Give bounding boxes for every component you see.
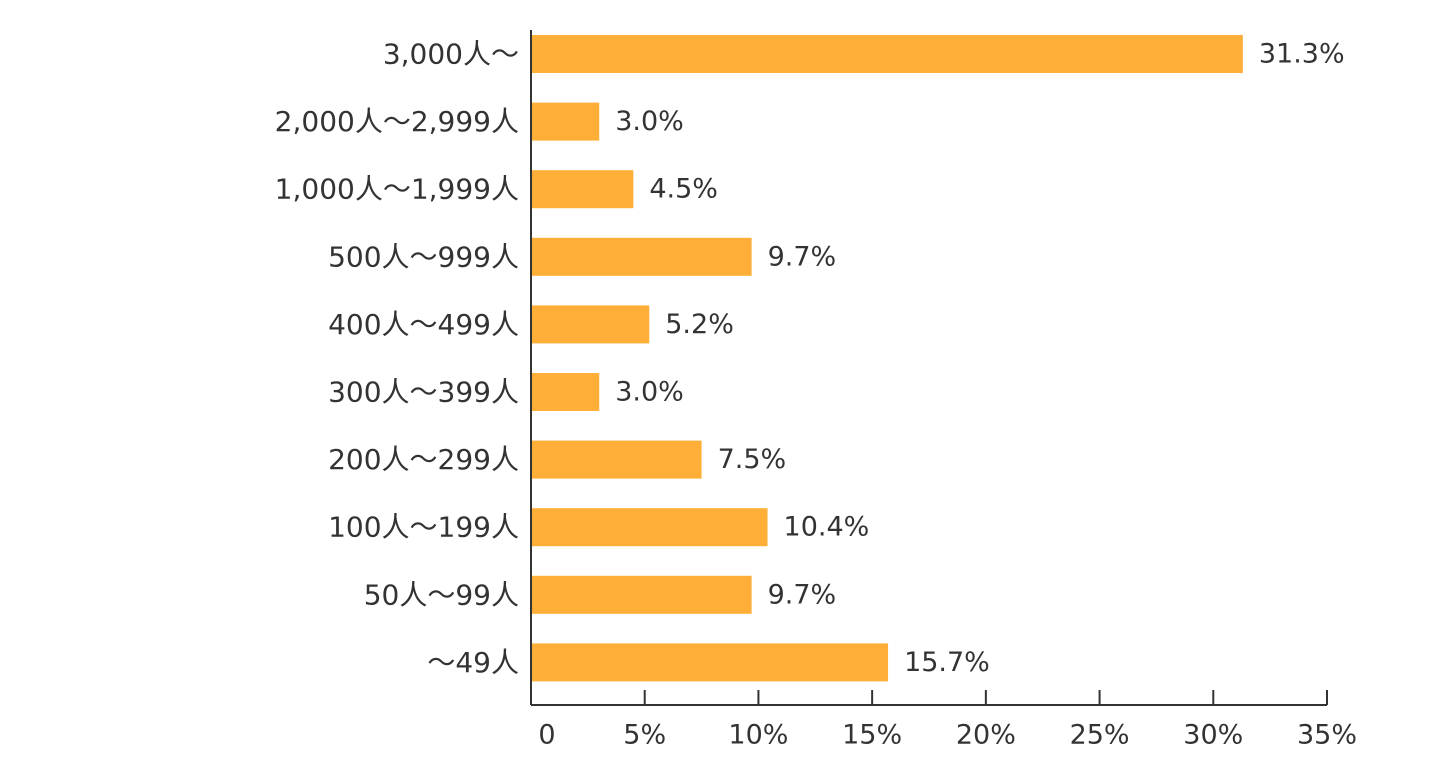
category-label: 1,000人～1,999人 xyxy=(275,173,519,206)
bar-value-label: 3.0% xyxy=(615,106,684,137)
category-label: 400人～499人 xyxy=(328,308,519,341)
x-tick-label: 10% xyxy=(728,720,788,751)
bar-value-label: 4.5% xyxy=(649,174,718,205)
category-label: 3,000人～ xyxy=(383,38,519,71)
category-label: 2,000人～2,999人 xyxy=(275,105,519,138)
x-tick-label: 30% xyxy=(1183,720,1243,751)
bar xyxy=(531,643,889,682)
category-label: 100人～199人 xyxy=(328,511,519,544)
bar xyxy=(531,373,600,411)
bar xyxy=(531,305,650,344)
bar-value-label: 10.4% xyxy=(784,512,870,543)
x-tick-label: 35% xyxy=(1297,720,1357,751)
category-label: ～49人 xyxy=(427,646,519,679)
bar-value-label: 3.0% xyxy=(615,377,684,408)
x-tick-label: 20% xyxy=(956,720,1016,751)
bar-value-label: 9.7% xyxy=(768,579,837,610)
axes-group xyxy=(530,30,1327,706)
value-labels-group: 31.3% 3.0% 4.5% 9.7% 5.2% 3.0% 7.5% 10.4% 9.7% 15… xyxy=(615,39,1344,678)
bar xyxy=(531,102,600,141)
bar xyxy=(531,237,752,276)
bars-group xyxy=(531,35,1243,682)
bar xyxy=(531,170,634,209)
x-tick-label: 5% xyxy=(623,720,666,751)
category-label: 300人～399人 xyxy=(328,376,519,409)
bar xyxy=(531,575,752,614)
bar xyxy=(531,508,768,547)
bar-value-label: 9.7% xyxy=(768,241,837,272)
bar-value-label: 5.2% xyxy=(665,309,734,340)
x-tick-label: 15% xyxy=(842,720,902,751)
x-tick-label: 0 xyxy=(538,720,555,751)
x-tick-labels-group: 0 5% 10% 15% 20% 25% 30% 35% xyxy=(538,720,1357,751)
category-label: 200人～299人 xyxy=(328,443,519,476)
x-ticks-group xyxy=(530,690,1328,705)
category-label: 500人～999人 xyxy=(328,240,519,273)
category-label: 50人～99人 xyxy=(364,578,519,611)
category-labels-group: 3,000人～ 2,000人～2,999人 1,000人～1,999人 500人～99… xyxy=(275,38,519,679)
bar xyxy=(531,35,1243,73)
bar-value-label: 31.3% xyxy=(1259,39,1345,70)
x-tick-label: 25% xyxy=(1070,720,1130,751)
bar-value-label: 15.7% xyxy=(904,647,990,678)
bar xyxy=(531,440,702,479)
bar-value-label: 7.5% xyxy=(718,444,787,475)
